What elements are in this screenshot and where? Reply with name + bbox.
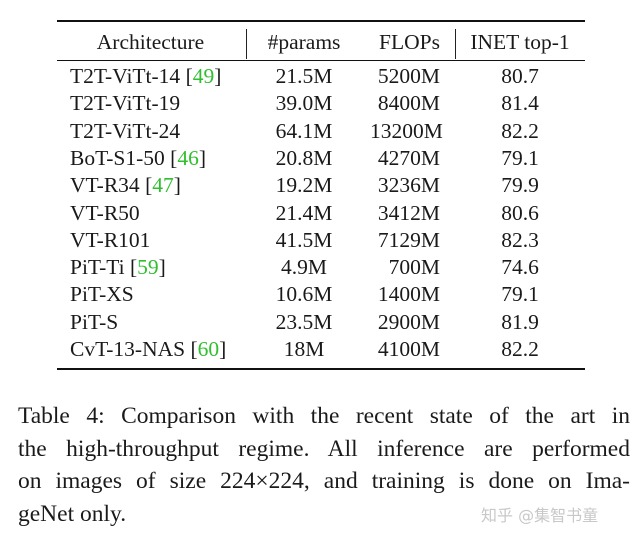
row-flops: 8400M [377, 91, 440, 116]
row-architecture: PiT-Ti [59] [70, 255, 166, 280]
row-top1: 79.9 [501, 173, 539, 198]
row-top1: 81.4 [501, 91, 539, 116]
caption-line: the high-throughput regime. All inferenc… [18, 435, 630, 462]
row-params: 21.5M [275, 64, 333, 88]
header-architecture: Architecture [96, 30, 205, 54]
architecture-name: VT-R34 [70, 173, 140, 198]
row-top1: 82.3 [501, 227, 539, 252]
architecture-name: PiT-XS [70, 282, 134, 307]
caption-line: geNet only. [18, 500, 127, 527]
architecture-name: PiT-S [70, 309, 119, 334]
row-architecture: T2T-ViTt-14 [49] [70, 64, 222, 88]
row-top1: 81.9 [501, 309, 539, 334]
architecture-name: T2T-ViTt-24 [70, 118, 181, 143]
header-divider [455, 29, 456, 59]
row-architecture: BoT-S1-50 [46] [70, 145, 206, 170]
row-architecture: PiT-XS [70, 284, 134, 306]
row-params: 39.0M [275, 91, 333, 116]
row-params: 4.9M [281, 255, 327, 280]
table-bottom-rule [57, 368, 585, 370]
table-top-rule [57, 20, 585, 22]
row-flops: 7129M [377, 227, 440, 252]
row-architecture: VT-R50 [70, 200, 140, 225]
row-top1: 80.7 [501, 64, 539, 88]
row-top1: 82.2 [501, 337, 539, 361]
row-params: 64.1M [275, 118, 333, 143]
header-top1: INET top-1 [470, 30, 570, 54]
header-params: #params [267, 30, 341, 54]
row-flops: 1400M [377, 282, 440, 307]
row-architecture: T2T-ViTt-24 [70, 118, 181, 143]
row-top1: 80.6 [501, 200, 539, 225]
row-flops: 4100M [377, 337, 440, 361]
citation-link[interactable]: 47 [152, 173, 174, 198]
row-flops: 13200M [370, 118, 443, 143]
architecture-name: T2T-ViTt-19 [70, 91, 181, 116]
table-mid-rule [57, 60, 585, 61]
caption-line: Table 4: Comparison with the recent stat… [18, 403, 630, 429]
row-params: 18M [283, 337, 325, 361]
row-architecture: VT-R101 [70, 227, 151, 252]
row-flops: 700M [388, 255, 440, 280]
row-top1: 74.6 [501, 255, 539, 280]
architecture-name: PiT-Ti [70, 255, 125, 280]
citation-link[interactable]: 49 [192, 64, 215, 88]
row-params: 19.2M [275, 173, 333, 198]
row-top1: 79.1 [501, 145, 539, 170]
row-params: 41.5M [275, 227, 333, 252]
citation-link[interactable]: 46 [177, 145, 199, 170]
row-params: 23.5M [275, 309, 333, 334]
row-top1: 79.1 [501, 282, 539, 307]
citation-link[interactable]: 59 [137, 255, 159, 280]
header-flops: FLOPs [379, 30, 440, 54]
row-flops: 3412M [377, 200, 440, 225]
row-params: 20.8M [275, 145, 333, 170]
watermark: 知乎 @集智书童 [481, 506, 599, 525]
architecture-name: CvT-13-NAS [70, 337, 186, 361]
architecture-name: BoT-S1-50 [70, 145, 165, 170]
row-flops: 4270M [377, 145, 440, 170]
citation-link[interactable]: 60 [197, 337, 220, 361]
caption-line: on images of size 224×224, and training … [18, 468, 630, 494]
row-architecture: VT-R34 [47] [70, 173, 181, 198]
header-divider [246, 29, 247, 59]
row-flops: 5200M [377, 64, 440, 88]
row-architecture: PiT-S [70, 309, 119, 334]
row-architecture: CvT-13-NAS [60] [70, 337, 227, 361]
row-params: 10.6M [275, 282, 333, 307]
row-flops: 2900M [377, 309, 440, 334]
architecture-name: VT-R101 [70, 227, 151, 252]
row-params: 21.4M [275, 200, 333, 225]
row-top1: 82.2 [501, 118, 539, 143]
architecture-name: T2T-ViTt-14 [70, 64, 181, 88]
row-flops: 3236M [377, 173, 440, 198]
architecture-name: VT-R50 [70, 200, 140, 225]
table-caption: Table 4: Comparison with the recent stat… [18, 400, 630, 530]
row-architecture: T2T-ViTt-19 [70, 93, 180, 115]
